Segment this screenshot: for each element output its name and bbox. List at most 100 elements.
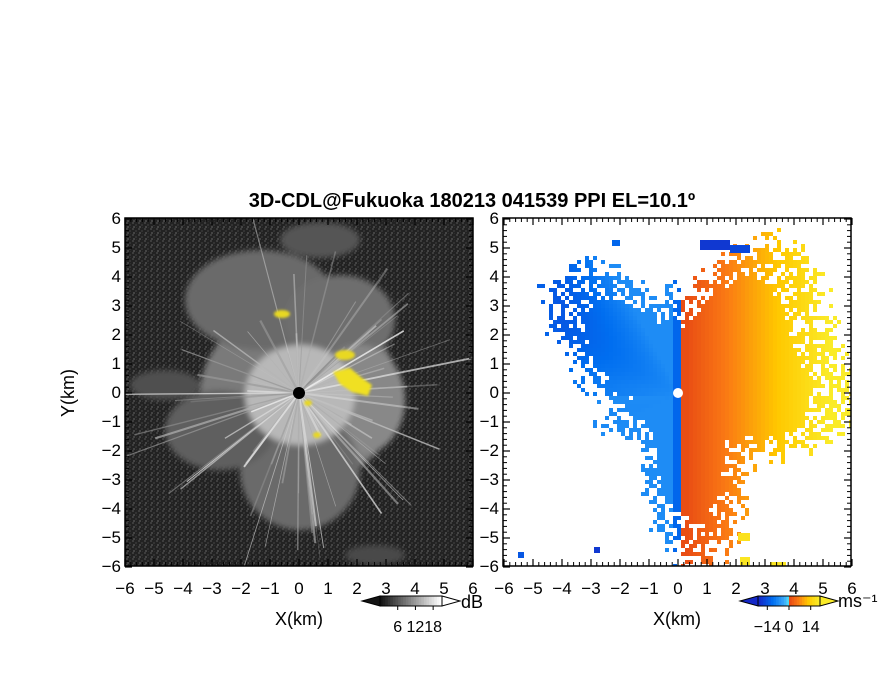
velocity-pixel bbox=[825, 428, 829, 432]
velocity-pixel bbox=[677, 464, 681, 468]
velocity-pixel bbox=[785, 340, 789, 344]
velocity-pixel bbox=[757, 296, 761, 300]
velocity-pixel bbox=[605, 308, 609, 312]
velocity-pixel bbox=[797, 356, 801, 360]
velocity-pixel bbox=[681, 540, 685, 544]
velocity-pixel bbox=[733, 476, 737, 480]
velocity-pixel bbox=[781, 344, 785, 348]
velocity-pixel bbox=[649, 296, 653, 300]
velocity-pixel bbox=[725, 520, 729, 524]
velocity-pixel bbox=[613, 420, 617, 424]
velocity-pixel bbox=[605, 364, 609, 368]
velocity-pixel bbox=[721, 448, 725, 452]
velocity-pixel bbox=[621, 344, 625, 348]
velocity-pixel bbox=[701, 336, 705, 340]
velocity-pixel bbox=[685, 540, 689, 544]
velocity-pixel bbox=[641, 316, 645, 320]
velocity-pixel bbox=[561, 320, 565, 324]
velocity-pixel bbox=[613, 376, 617, 380]
velocity-pixel bbox=[781, 260, 785, 264]
velocity-pixel bbox=[697, 404, 701, 408]
velocity-pixel bbox=[729, 428, 733, 432]
velocity-pixel bbox=[721, 456, 725, 460]
velocity-pixel bbox=[709, 316, 713, 320]
velocity-pixel bbox=[805, 404, 809, 408]
velocity-pixel bbox=[597, 340, 601, 344]
velocity-pixel bbox=[721, 380, 725, 384]
velocity-pixel bbox=[705, 312, 709, 316]
velocity-pixel bbox=[729, 340, 733, 344]
velocity-pixel bbox=[781, 408, 785, 412]
velocity-pixel bbox=[713, 440, 717, 444]
velocity-pixel bbox=[657, 308, 661, 312]
velocity-pixel bbox=[789, 260, 793, 264]
velocity-pixel bbox=[681, 552, 685, 556]
velocity-pixel bbox=[693, 388, 697, 392]
velocity-pixel bbox=[629, 316, 633, 320]
velocity-pixel bbox=[585, 392, 589, 396]
velocity-pixel bbox=[581, 304, 585, 308]
velocity-pixel bbox=[785, 312, 789, 316]
velocity-pixel bbox=[741, 448, 745, 452]
velocity-pixel bbox=[661, 444, 665, 448]
velocity-pixel bbox=[709, 372, 713, 376]
velocity-pixel bbox=[709, 488, 713, 492]
velocity-pixel bbox=[737, 292, 741, 296]
velocity-pixel bbox=[661, 404, 665, 408]
velocity-pixel bbox=[729, 268, 733, 272]
velocity-pixel bbox=[605, 384, 609, 388]
velocity-pixel bbox=[705, 324, 709, 328]
velocity-pixel bbox=[817, 400, 821, 404]
velocity-pixel bbox=[597, 384, 601, 388]
velocity-pixel bbox=[601, 348, 605, 352]
velocity-pixel bbox=[637, 400, 641, 404]
velocity-pixel bbox=[697, 480, 701, 484]
velocity-pixel bbox=[741, 272, 745, 276]
velocity-pixel bbox=[685, 456, 689, 460]
velocity-pixel bbox=[745, 508, 749, 512]
velocity-pixel bbox=[841, 400, 845, 404]
echo-ray bbox=[243, 392, 300, 468]
velocity-pixel bbox=[609, 396, 613, 400]
velocity-pixel bbox=[749, 284, 753, 288]
velocity-pixel bbox=[657, 404, 661, 408]
velocity-pixel bbox=[617, 388, 621, 392]
velocity-pixel bbox=[809, 376, 813, 380]
velocity-pixel bbox=[665, 360, 669, 364]
velocity-pixel bbox=[693, 432, 697, 436]
velocity-pixel bbox=[773, 300, 777, 304]
velocity-pixel bbox=[753, 412, 757, 416]
velocity-pixel bbox=[733, 512, 737, 516]
velocity-pixel bbox=[665, 344, 669, 348]
velocity-pixel bbox=[821, 356, 825, 360]
velocity-pixel bbox=[713, 400, 717, 404]
velocity-pixel bbox=[585, 256, 589, 260]
velocity-pixel bbox=[793, 352, 797, 356]
velocity-pixel bbox=[665, 376, 669, 380]
colorbar-cell bbox=[380, 596, 384, 606]
velocity-pixel bbox=[693, 296, 697, 300]
velocity-pixel bbox=[589, 268, 593, 272]
velocity-pixel bbox=[713, 264, 717, 268]
velocity-pixel bbox=[629, 308, 633, 312]
y-tick-label: −2 bbox=[102, 441, 121, 460]
velocity-pixel bbox=[617, 348, 621, 352]
velocity-pixel bbox=[713, 396, 717, 400]
velocity-pixel bbox=[805, 384, 809, 388]
velocity-pixel bbox=[593, 324, 597, 328]
velocity-pixel bbox=[765, 312, 769, 316]
velocity-pixel bbox=[685, 512, 689, 516]
velocity-pixel bbox=[745, 308, 749, 312]
velocity-pixel bbox=[693, 396, 697, 400]
velocity-pixel bbox=[765, 424, 769, 428]
velocity-pixel bbox=[665, 488, 669, 492]
velocity-pixel bbox=[693, 340, 697, 344]
velocity-pixel bbox=[653, 440, 657, 444]
velocity-pixel bbox=[613, 388, 617, 392]
velocity-pixel bbox=[673, 340, 677, 344]
velocity-pixel bbox=[721, 288, 725, 292]
velocity-pixel bbox=[733, 432, 737, 436]
velocity-pixel bbox=[809, 388, 813, 392]
velocity-pixel bbox=[605, 316, 609, 320]
velocity-pixel bbox=[725, 380, 729, 384]
